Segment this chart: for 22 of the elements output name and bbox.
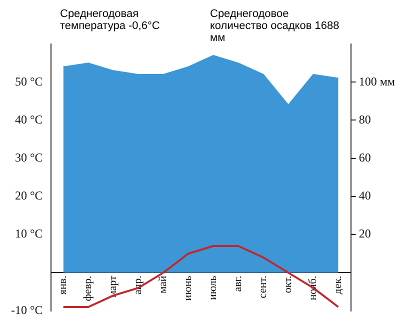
y2-tick-label: 20	[358, 226, 371, 241]
y2-tick-label: 40	[358, 188, 371, 203]
y-tick-label: 40 °C	[14, 112, 43, 126]
x-tick-label: сент.	[257, 275, 270, 298]
y-tick-label: 30 °C	[14, 150, 43, 164]
y2-tick-label: 100 мм	[358, 74, 396, 88]
x-tick-label: февр.	[82, 275, 94, 302]
y-tick-label: -10 °C	[10, 302, 43, 317]
y2-tick-label: 80	[358, 112, 371, 126]
y-tick-label: 10 °C	[14, 226, 43, 241]
x-tick-label: июль	[207, 276, 220, 300]
x-tick-label: окт.	[282, 275, 294, 294]
x-tick-label: май	[157, 276, 170, 294]
x-tick-label: авг.	[232, 275, 244, 292]
annotation: Среднегодовое количество осадков 1688 мм	[210, 8, 340, 44]
x-tick-label: янв.	[57, 275, 70, 295]
y2-tick-label: 60	[358, 150, 371, 164]
text: Среднегодовая температура -0,6°C	[60, 8, 161, 32]
y-tick-label: 50 °C	[14, 74, 43, 88]
y-tick-label: 20 °C	[14, 188, 43, 203]
x-tick-label: дек.	[332, 275, 344, 294]
x-tick-label: июнь	[182, 276, 194, 301]
